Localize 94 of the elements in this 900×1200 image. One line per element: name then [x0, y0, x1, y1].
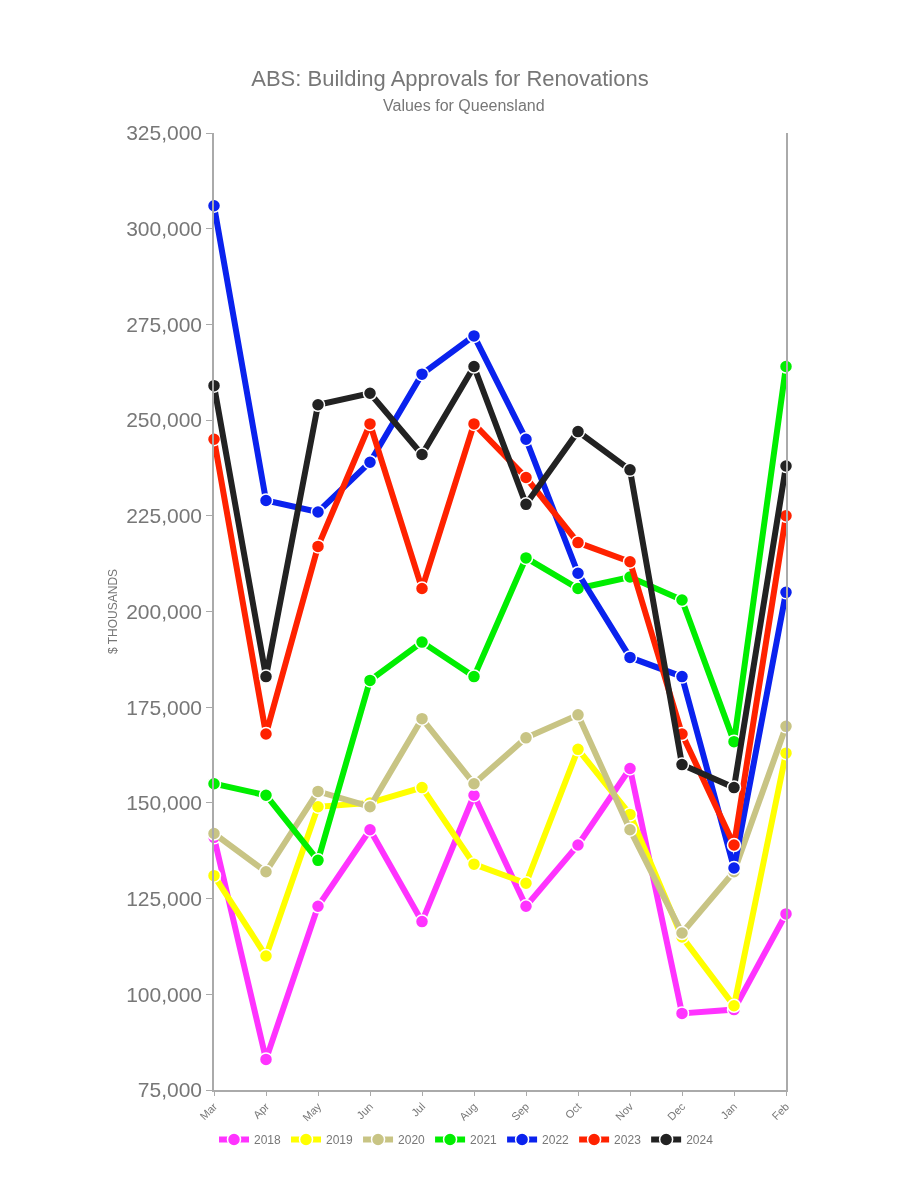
y-tick-label: 125,000: [126, 886, 203, 910]
point: [310, 899, 326, 914]
point: [310, 539, 326, 554]
chart-title: ABS: Building Approvals for Renovations: [251, 65, 649, 91]
x-tick-label: Mar: [197, 1100, 220, 1123]
point: [622, 554, 638, 569]
x-tick-label: Jul: [408, 1100, 428, 1119]
x-tick-label: Feb: [769, 1100, 792, 1123]
point: [518, 550, 534, 566]
point: [414, 581, 430, 596]
point: [362, 416, 378, 432]
point: [518, 899, 534, 914]
x-tick-label: Aug: [456, 1100, 480, 1123]
point: [518, 431, 534, 447]
point: [622, 822, 638, 837]
point: [414, 447, 430, 462]
point: [310, 799, 326, 814]
x-tick-label: Nov: [612, 1099, 636, 1123]
point: [466, 359, 482, 374]
y-tick-label: 200,000: [126, 599, 203, 623]
point: [518, 497, 534, 512]
legend-label: 2019: [326, 1133, 354, 1148]
point: [362, 673, 378, 688]
point: [466, 416, 482, 432]
point: [674, 1006, 690, 1021]
legend-label: 2022: [542, 1133, 570, 1148]
point: [310, 853, 326, 868]
point: [570, 565, 586, 581]
point: [310, 504, 326, 520]
point: [414, 780, 430, 795]
legend-label: 2018: [254, 1133, 282, 1148]
y-tick-label: 300,000: [126, 217, 203, 241]
point: [466, 776, 482, 791]
point: [622, 650, 638, 665]
point: [726, 780, 742, 795]
point: [570, 424, 586, 439]
point: [414, 634, 430, 650]
x-tick-label: Apr: [250, 1100, 272, 1121]
y-tick-label: 175,000: [126, 695, 203, 719]
legend-label: 2021: [470, 1133, 498, 1148]
point: [726, 837, 742, 853]
point: [570, 581, 586, 596]
y-tick-label: 250,000: [126, 408, 203, 432]
x-tick-label: Jun: [354, 1100, 376, 1122]
point: [674, 757, 690, 772]
point: [258, 864, 274, 880]
point: [726, 860, 742, 876]
chart-subtitle: Values for Queensland: [383, 97, 545, 114]
x-tick-label: Jan: [718, 1100, 740, 1122]
point: [258, 669, 274, 684]
point: [518, 730, 534, 746]
point: [258, 726, 274, 742]
point: [674, 592, 690, 608]
point: [362, 799, 378, 814]
point: [622, 761, 638, 776]
point: [622, 462, 638, 478]
point: [570, 742, 586, 757]
point: [674, 669, 690, 684]
y-tick-label: 100,000: [126, 982, 203, 1006]
point: [570, 535, 586, 550]
x-tick-label: May: [300, 1099, 324, 1124]
y-tick-label: 275,000: [126, 312, 203, 336]
y-tick-label: 150,000: [126, 791, 203, 815]
point: [518, 876, 534, 891]
x-tick-label: Oct: [562, 1100, 584, 1121]
point: [258, 948, 274, 964]
point: [258, 1052, 274, 1067]
point: [726, 998, 742, 1014]
point: [466, 669, 482, 684]
point: [570, 837, 586, 853]
point: [466, 856, 482, 872]
point: [362, 822, 378, 837]
legend-label: 2024: [686, 1133, 714, 1148]
point: [414, 366, 430, 382]
point: [414, 914, 430, 929]
point: [414, 711, 430, 726]
y-tick-label: 325,000: [126, 121, 203, 145]
point: [310, 397, 326, 413]
x-tick-label: Sep: [508, 1100, 532, 1123]
point: [258, 787, 274, 803]
point: [674, 925, 690, 941]
legend-label: 2020: [398, 1133, 426, 1148]
point: [570, 707, 586, 723]
point: [258, 493, 274, 508]
point: [466, 328, 482, 344]
legend-label: 2023: [614, 1133, 642, 1148]
point: [518, 470, 534, 485]
point: [362, 386, 378, 401]
y-axis-title: $ THOUSANDS: [105, 568, 120, 655]
x-tick-label: Dec: [664, 1099, 688, 1123]
point: [362, 454, 378, 470]
y-tick-label: 225,000: [126, 504, 203, 528]
y-tick-label: 75,000: [137, 1078, 203, 1102]
point: [310, 784, 326, 799]
